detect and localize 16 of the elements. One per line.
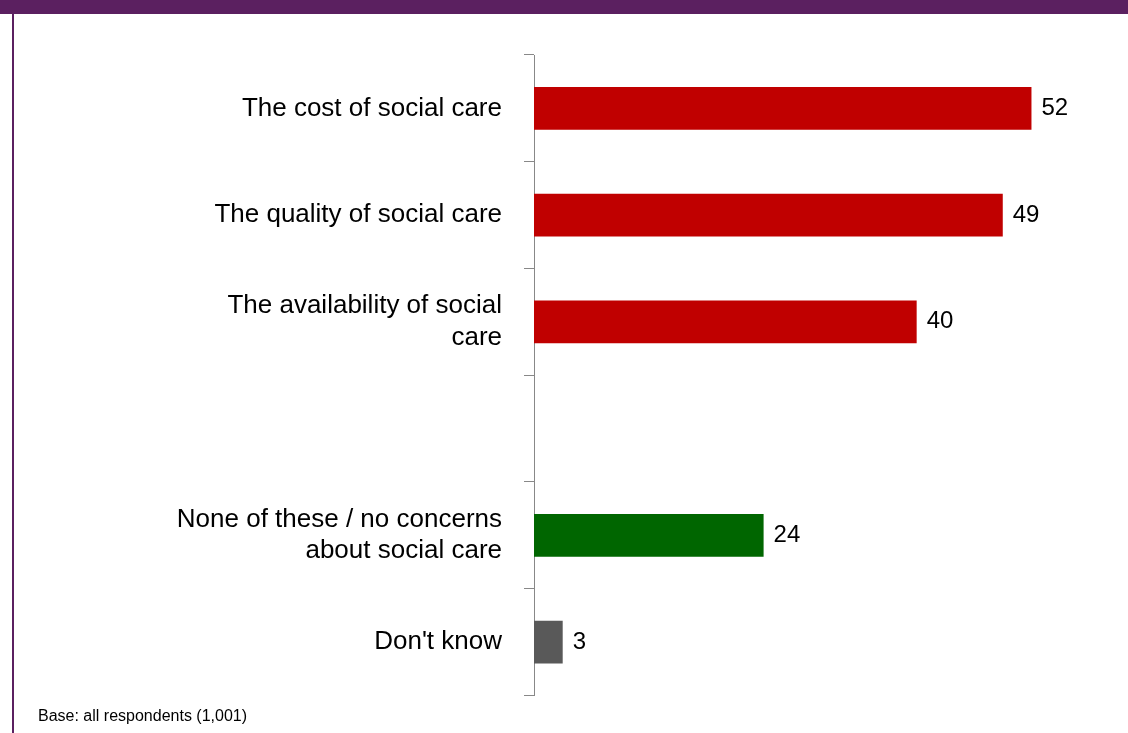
bar: [534, 620, 563, 664]
y-tick-label: None of these / no concerns about social care: [176, 502, 502, 565]
y-tick-label: The availability of social care: [227, 289, 502, 351]
bar: [534, 513, 764, 557]
bar: [534, 193, 1003, 237]
data-label: 52: [1041, 92, 1069, 120]
data-label: 40: [926, 306, 954, 334]
data-label: 24: [773, 519, 801, 547]
data-label: 3: [572, 626, 587, 654]
y-tick-label: Don't know: [374, 625, 503, 656]
data-label: 49: [1012, 199, 1040, 227]
y-tick-label: The quality of social care: [214, 198, 502, 229]
bar: [534, 87, 1032, 130]
text: Base: all respondents (1,001): [38, 707, 248, 725]
y-tick-label: The cost of social care: [241, 91, 502, 122]
bar: [534, 300, 917, 344]
